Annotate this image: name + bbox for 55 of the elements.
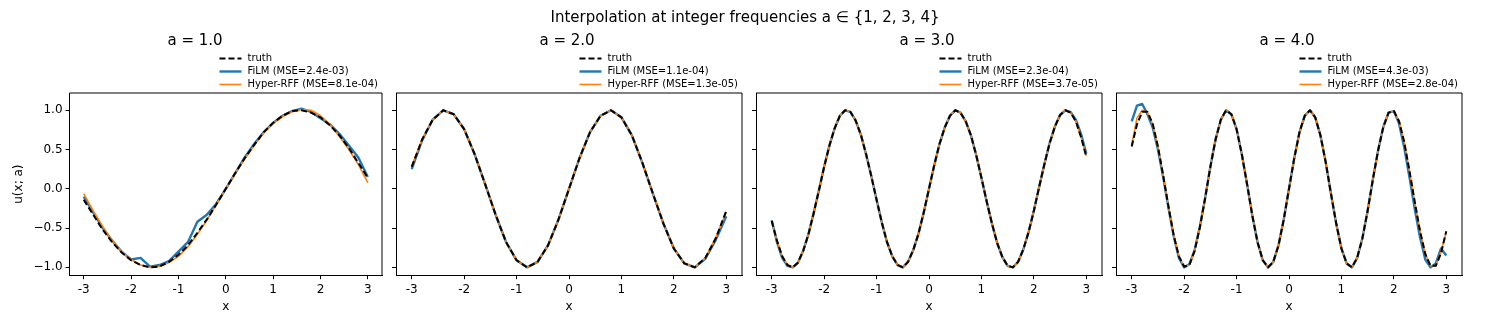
- x-tick-label: -3: [405, 281, 418, 296]
- x-axis-title: x: [565, 298, 573, 313]
- x-tick-label: 3: [1082, 281, 1091, 296]
- x-tick-label: -1: [510, 281, 523, 296]
- chart-title: a = 2.0: [539, 30, 595, 49]
- legend-label: FiLM (MSE=1.1e-04): [607, 65, 709, 77]
- chart-title: a = 4.0: [1259, 30, 1315, 49]
- x-tick-label: 3: [722, 281, 731, 296]
- x-tick-label: -1: [1230, 281, 1243, 296]
- x-tick-label: -1: [870, 281, 883, 296]
- x-axis-title: x: [1285, 298, 1293, 313]
- legend-label: FiLM (MSE=4.3e-03): [1327, 65, 1429, 77]
- legend-label: Hyper-RFF (MSE=8.1e-04): [247, 78, 379, 90]
- legend-label: truth: [247, 52, 273, 64]
- x-tick-label: -3: [77, 281, 90, 296]
- legend-label: truth: [1327, 52, 1353, 64]
- x-tick-label: 1: [1337, 281, 1346, 296]
- x-tick-label: 0: [221, 281, 230, 296]
- x-tick-label: 2: [316, 281, 325, 296]
- legend-label: FiLM (MSE=2.4e-03): [247, 65, 349, 77]
- chart-title: a = 3.0: [899, 30, 955, 49]
- x-tick-label: -3: [1125, 281, 1138, 296]
- x-tick-label: -2: [458, 281, 471, 296]
- legend-label: Hyper-RFF (MSE=1.3e-05): [607, 78, 739, 90]
- legend-label: FiLM (MSE=2.3e-04): [967, 65, 1069, 77]
- y-tick-label: 1.0: [43, 102, 63, 117]
- legend-label: Hyper-RFF (MSE=2.8e-04): [1327, 78, 1459, 90]
- x-tick-label: -3: [765, 281, 778, 296]
- y-tick-label: −0.5: [33, 220, 63, 235]
- x-tick-label: 1: [617, 281, 626, 296]
- legend-label: Hyper-RFF (MSE=3.7e-05): [967, 78, 1099, 90]
- x-tick-label: 2: [1030, 281, 1038, 296]
- x-tick-label: 1: [269, 281, 277, 296]
- y-tick-label: 0.5: [43, 141, 63, 156]
- text: Interpolation at integer frequencies a ∈ {1, 2, 3, 4}: [549, 8, 941, 26]
- chart-title: a = 1.0: [167, 30, 223, 49]
- x-tick-label: -2: [1178, 281, 1191, 296]
- x-axis-title: x: [222, 298, 230, 313]
- y-axis-title: u(x; a): [11, 164, 26, 204]
- x-tick-label: 0: [925, 281, 933, 296]
- x-tick-label: -2: [818, 281, 831, 296]
- x-tick-label: -1: [172, 281, 185, 296]
- x-tick-label: 1: [977, 281, 986, 296]
- x-tick-label: -2: [125, 281, 138, 296]
- x-tick-label: 3: [363, 281, 372, 296]
- x-axis-title: x: [925, 298, 933, 313]
- x-tick-label: 2: [670, 281, 678, 296]
- y-tick-label: 0.0: [43, 180, 63, 195]
- x-tick-label: 0: [1285, 281, 1293, 296]
- x-tick-label: 0: [565, 281, 573, 296]
- legend-label: truth: [967, 52, 993, 64]
- x-tick-label: 2: [1390, 281, 1398, 296]
- x-tick-label: 3: [1442, 281, 1451, 296]
- legend-label: truth: [607, 52, 633, 64]
- y-tick-label: −1.0: [33, 259, 63, 274]
